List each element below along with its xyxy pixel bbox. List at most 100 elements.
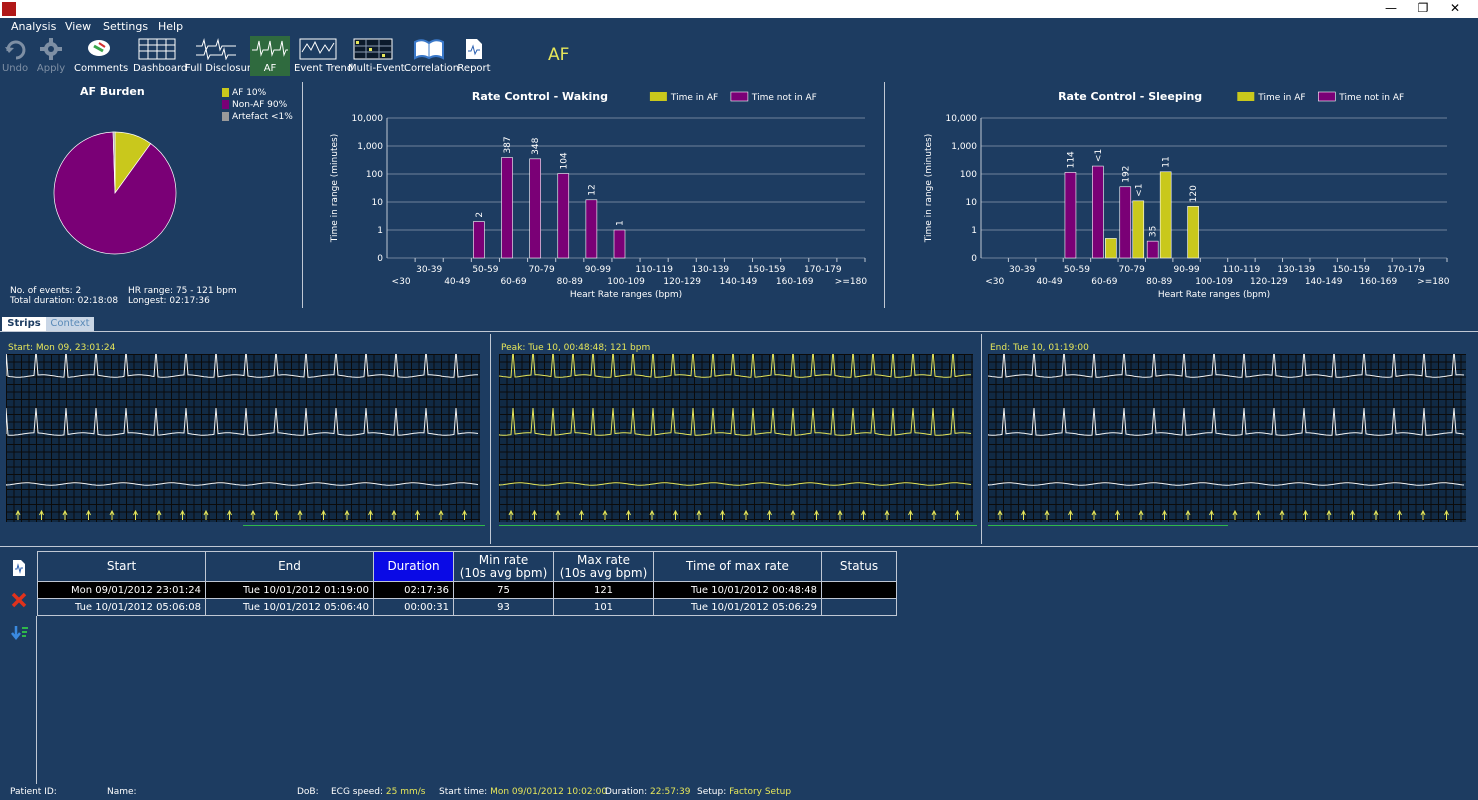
comments-button[interactable]: Comments [74,36,128,76]
divider [490,334,491,544]
beat-marker [391,509,397,520]
close-button[interactable]: ✕ [1449,1,1461,15]
beat-marker [368,509,373,520]
tab-strips[interactable]: Strips [2,317,46,331]
cell-max-rate: 101 [553,598,654,616]
beat-marker [767,509,772,520]
legend-artefact-swatch [222,112,229,121]
col-min-rate[interactable]: Min rate (10s avg bpm) [453,551,554,582]
af-episode-marker [243,525,485,526]
dob-label: DoB: [297,787,319,797]
x-tick-label: 100-109 [1195,277,1233,287]
y-tick-label: 1,000 [357,142,383,152]
start-time-value: Mon 09/01/2012 10:02:00 [490,787,608,797]
beat-marker [1350,509,1355,520]
ecg-lead-trace [498,349,971,378]
chart-title: Rate Control - Waking [472,90,608,103]
col-start[interactable]: Start [37,551,206,582]
beat-marker [15,509,21,520]
af-button[interactable]: AF [250,36,290,76]
bar-data-label: 12 [587,184,597,195]
x-tick-label: <30 [392,277,411,287]
duration: Duration: 22:57:39 [605,787,690,797]
legend-label: Time not in AF [1338,93,1404,103]
ecg-lead-trace [5,349,478,378]
beat-marker [1091,509,1097,520]
setup-label: Setup: [697,787,727,797]
col-end[interactable]: End [205,551,374,582]
menu-help[interactable]: Help [158,20,184,33]
event-trend-button[interactable]: Event Trend [294,36,353,76]
x-tick-label: 110-119 [635,265,673,275]
beat-marker [555,509,561,520]
beat-marker [1115,509,1120,520]
x-tick-label: 100-109 [607,277,645,287]
apply-button[interactable]: Apply [34,36,68,76]
pie-slice [112,131,116,194]
beat-marker [297,509,303,520]
legend-label: Time in AF [1257,93,1305,103]
bar [473,221,485,259]
delete-icon[interactable] [11,592,27,608]
legend-swatch [1237,92,1255,101]
comment-icon [88,40,110,56]
table-row[interactable]: Mon 09/01/2012 23:01:24 Tue 10/01/2012 0… [37,581,897,599]
report-button[interactable]: Report [457,36,491,76]
ecg-lead-trace [987,482,1465,486]
af-waveform-icon [252,40,288,57]
ecg-strip-peak[interactable] [498,349,973,522]
sort-down-icon[interactable] [11,625,29,641]
dashboard-button[interactable]: Dashboard [133,36,187,76]
ecg-lead-trace [498,482,972,486]
divider [0,331,1478,332]
x-tick-label: 140-149 [720,277,758,287]
strip-start-label: Start: Mon 09, 23:01:24 [8,343,116,353]
beat-marker [39,509,44,520]
beat-marker [1044,509,1050,520]
y-tick-label: 0 [377,254,383,264]
duration-label: Duration: [605,787,648,797]
x-tick-label: 70-79 [1119,265,1145,275]
x-tick-label: 60-69 [500,277,526,287]
bar-data-label: 1 [616,220,626,226]
beat-marker [1303,509,1308,520]
menu-analysis[interactable]: Analysis [11,20,57,33]
bar-data-label: 192 [1121,166,1131,183]
undo-button[interactable]: Undo [0,36,30,76]
full-disclosure-button[interactable]: Full Disclosure [185,36,257,76]
beat-marker [884,509,890,520]
x-tick-label: 140-149 [1305,277,1343,287]
restore-button[interactable]: ❐ [1417,1,1429,15]
col-duration[interactable]: Duration [373,551,454,582]
beat-marker [180,509,185,520]
col-status[interactable]: Status [821,551,897,582]
correlation-button[interactable]: Correlation [404,36,459,76]
y-tick-label: 100 [960,170,977,180]
minimize-button[interactable]: — [1385,1,1397,15]
col-max-rate[interactable]: Max rate (10s avg bpm) [553,551,654,582]
ecg-strip-end[interactable] [987,349,1466,522]
y-tick-label: 0 [971,254,977,264]
hr-range: HR range: 75 - 121 bpm [128,286,237,296]
col-time-of-max-rate[interactable]: Time of max rate [653,551,822,582]
cell-status [821,581,897,599]
title-bar: — ❐ ✕ [0,0,1478,18]
menu-view[interactable]: View [65,20,92,33]
bar [1146,240,1159,259]
ecg-speed: ECG speed: 25 mm/s [331,787,425,797]
table-row[interactable]: Tue 10/01/2012 05:06:08 Tue 10/01/2012 0… [37,598,897,616]
legend-swatch [649,92,667,101]
y-tick-label: 100 [366,170,383,180]
ecg-strip-start[interactable] [5,349,480,522]
x-tick-label: 150-159 [748,265,786,275]
ecg-speed-label: ECG speed: [331,787,384,797]
beat-marker [438,509,444,520]
multi-event-button[interactable]: Multi-Event [348,36,405,76]
tab-context[interactable]: Context [46,317,94,331]
menu-settings[interactable]: Settings [103,20,149,33]
x-tick-label: 170-179 [1387,265,1425,275]
cell-min-rate: 75 [453,581,554,599]
strip-peak-label: Peak: Tue 10, 00:48:48; 121 bpm [501,343,651,353]
report-document-icon[interactable] [12,559,26,577]
cell-duration: 00:00:31 [373,598,454,616]
